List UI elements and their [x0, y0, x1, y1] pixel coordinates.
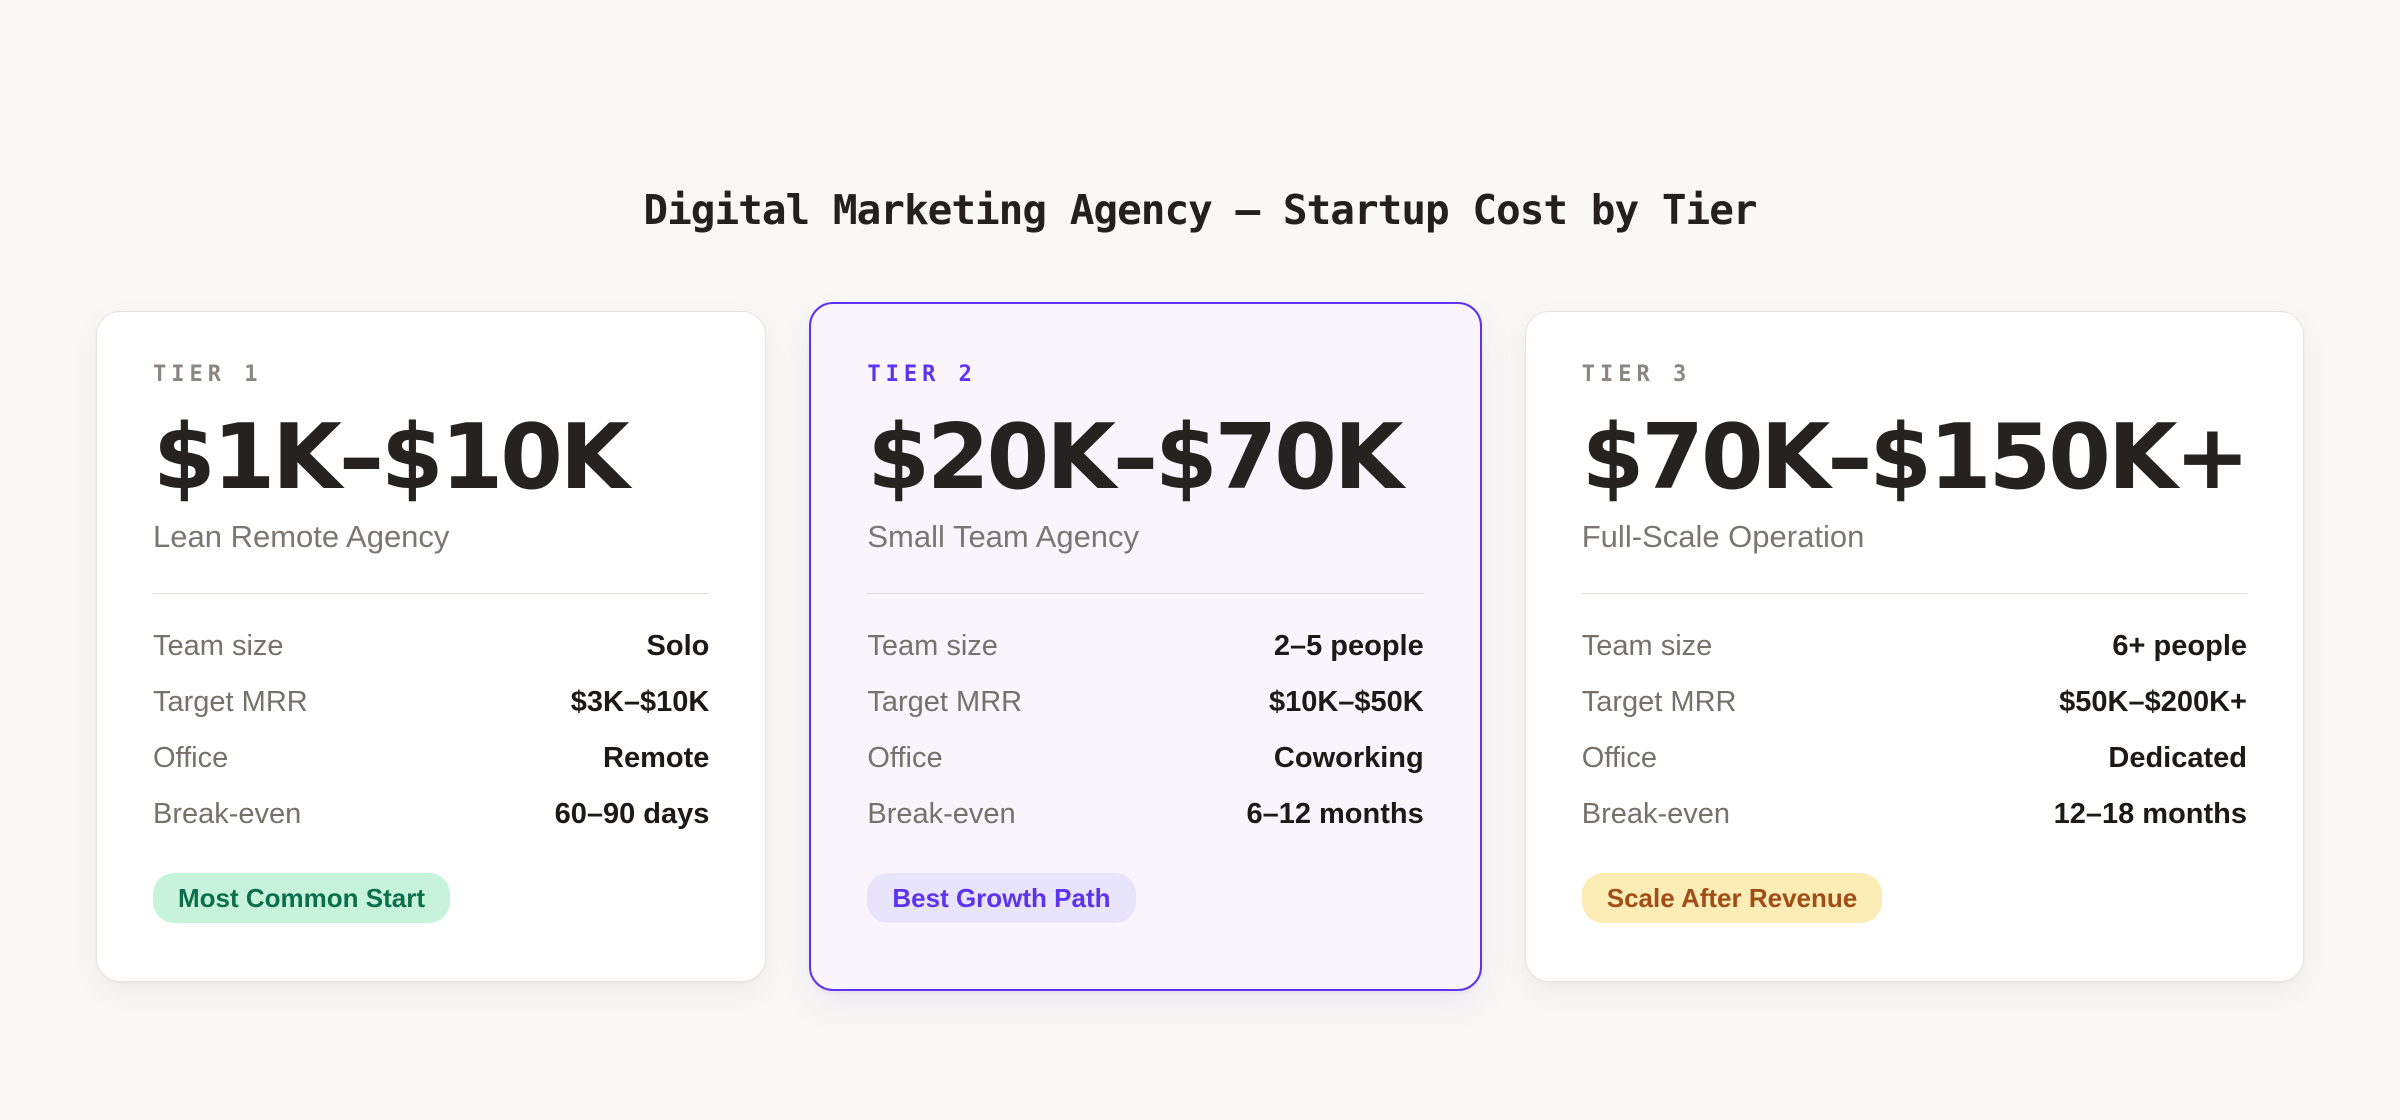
tier-label: TIER 2	[867, 362, 977, 387]
spec-value: 2–5 people	[1273, 630, 1424, 662]
spec-value: $50K–$200K+	[2059, 686, 2247, 718]
spec-row: Office Coworking	[867, 742, 1423, 775]
tier-card-2: TIER 2 $20K–$70K Small Team Agency Team …	[809, 302, 1482, 991]
tier-label: TIER 3	[1581, 362, 1692, 387]
spec-list: Team size 6+ people Target MRR $50K–$200…	[1582, 630, 2247, 831]
spec-row: Team size Solo	[153, 630, 709, 663]
spec-row: Target MRR $10K–$50K	[867, 686, 1423, 719]
tier-subtitle: Lean Remote Agency	[153, 519, 450, 554]
spec-label: Team size	[867, 630, 998, 662]
spec-value: 6–12 months	[1246, 798, 1424, 830]
spec-value: $10K–$50K	[1268, 686, 1424, 718]
spec-value: Dedicated	[2108, 742, 2247, 774]
spec-label: Break-even	[153, 798, 302, 830]
spec-row: Target MRR $3K–$10K	[153, 686, 709, 719]
divider	[867, 593, 1424, 594]
spec-value: Coworking	[1273, 742, 1424, 774]
price-range: $1K–$10K	[153, 405, 630, 510]
spec-value: 6+ people	[2112, 630, 2247, 662]
divider	[153, 593, 710, 594]
status-badge: Best Growth Path	[867, 873, 1136, 923]
divider	[1581, 593, 2247, 594]
tier-card-1: TIER 1 $1K–$10K Lean Remote Agency Team …	[96, 311, 767, 982]
spec-value: $3K–$10K	[570, 686, 710, 718]
page-title: Digital Marketing Agency — Startup Cost …	[643, 186, 1757, 234]
tier-cards: TIER 1 $1K–$10K Lean Remote Agency Team …	[96, 302, 2304, 991]
spec-value: Solo	[646, 630, 710, 662]
price-range: $70K–$150K+	[1581, 405, 2250, 510]
tier-subtitle: Small Team Agency	[867, 519, 1140, 554]
spec-row: Team size 6+ people	[1582, 630, 2247, 663]
spec-row: Break-even 6–12 months	[867, 798, 1423, 831]
spec-label: Team size	[1581, 630, 1713, 662]
status-badge: Most Common Start	[153, 873, 450, 923]
spec-label: Team size	[153, 630, 284, 662]
spec-list: Team size 2–5 people Target MRR $10K–$50…	[867, 630, 1423, 831]
tier-card-3: TIER 3 $70K–$150K+ Full-Scale Operation …	[1524, 311, 2304, 982]
spec-row: Office Dedicated	[1582, 742, 2247, 775]
tier-label: TIER 1	[153, 362, 263, 387]
spec-value: 12–18 months	[2053, 798, 2247, 830]
spec-label: Target MRR	[1581, 686, 1737, 718]
status-badge: Scale After Revenue	[1581, 873, 1883, 923]
spec-row: Office Remote	[153, 742, 709, 775]
spec-row: Break-even 12–18 months	[1582, 798, 2247, 831]
spec-value: Remote	[603, 742, 710, 774]
spec-row: Target MRR $50K–$200K+	[1582, 686, 2247, 719]
spec-label: Break-even	[1581, 798, 1731, 830]
price-range: $20K–$70K	[867, 405, 1403, 510]
spec-list: Team size Solo Target MRR $3K–$10K Offic…	[153, 630, 709, 831]
spec-row: Break-even 60–90 days	[153, 798, 709, 831]
spec-label: Break-even	[867, 798, 1016, 830]
tier-subtitle: Full-Scale Operation	[1581, 519, 1865, 554]
spec-value: 60–90 days	[554, 798, 710, 830]
spec-label: Office	[1581, 742, 1657, 774]
spec-label: Target MRR	[867, 686, 1023, 718]
spec-label: Office	[867, 742, 943, 774]
spec-row: Team size 2–5 people	[867, 630, 1423, 663]
spec-label: Office	[153, 742, 229, 774]
spec-label: Target MRR	[153, 686, 308, 718]
